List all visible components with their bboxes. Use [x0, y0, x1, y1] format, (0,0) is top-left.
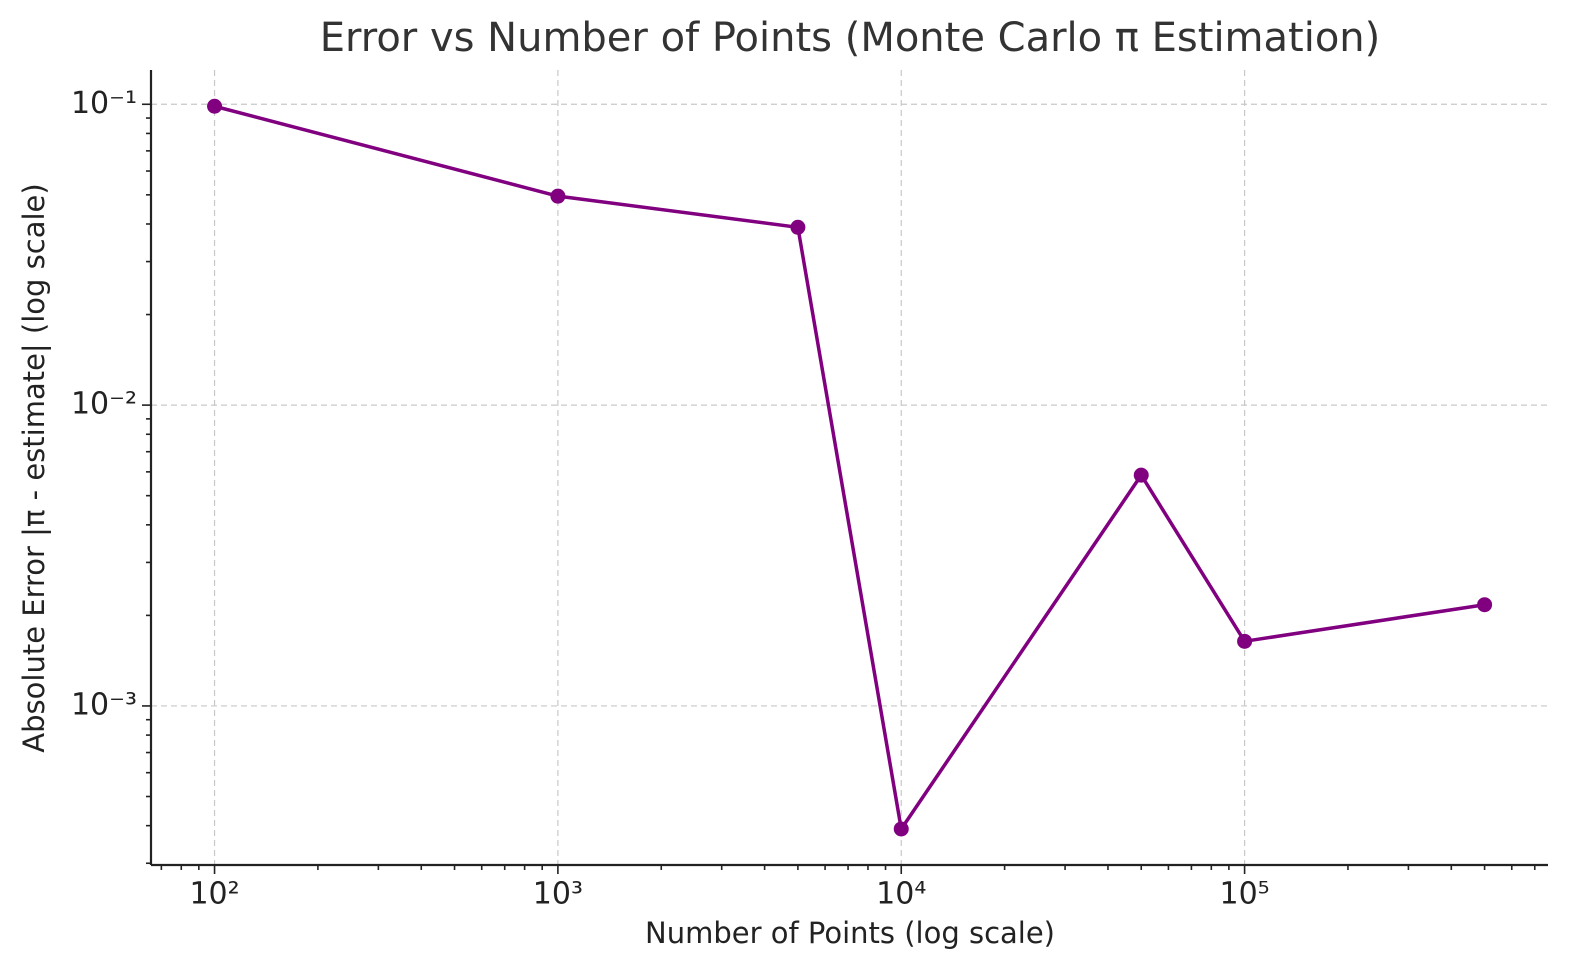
marker	[893, 821, 909, 837]
x-tick-label: 10⁴	[876, 877, 926, 912]
marker	[1237, 633, 1253, 649]
line	[214, 104, 1485, 831]
x-tick-label: 10²	[189, 877, 239, 912]
marker	[790, 219, 806, 235]
marker	[1133, 467, 1149, 483]
chart-title: Error vs Number of Points (Monte Carlo π…	[320, 15, 1381, 61]
y-axis-label: Absolute Error |π - estimate| (log scale…	[17, 183, 51, 752]
marker	[550, 188, 566, 204]
y-tick-label: 10⁻¹	[71, 86, 137, 121]
x-tick-label: 10³	[533, 877, 583, 912]
y-tick-label: 10⁻³	[71, 687, 137, 722]
y-tick-label: 10⁻²	[71, 387, 137, 422]
marker	[1477, 597, 1493, 613]
x-axis-label: Number of Points (log scale)	[645, 916, 1055, 950]
x-tick-label: 10⁵	[1219, 877, 1269, 912]
marker	[207, 98, 223, 114]
